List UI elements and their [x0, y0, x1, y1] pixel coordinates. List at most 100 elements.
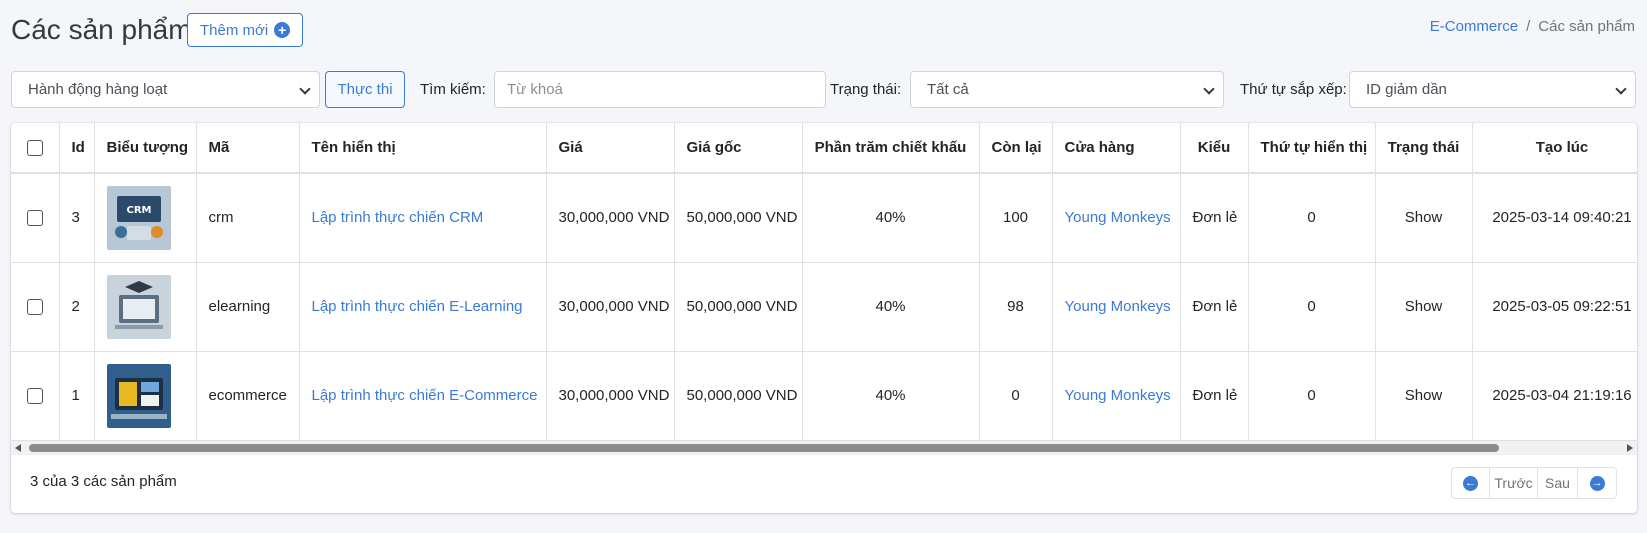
store-link[interactable]: Young Monkeys [1052, 173, 1181, 263]
page-title: Các sản phẩm [11, 14, 192, 45]
breadcrumb-current: Các sản phẩm [1538, 18, 1635, 35]
crm-thumbnail-image[interactable]: CRM [106, 185, 171, 250]
cell-id: 1 [59, 351, 95, 441]
store-link[interactable]: Young Monkeys [1052, 262, 1181, 352]
pagination: ← Trước Sau → [1451, 467, 1617, 499]
cell-discount: 40% [802, 262, 980, 352]
cell-code: elearning [196, 262, 300, 352]
cell-type: Đơn lẻ [1180, 173, 1249, 263]
cell-remaining: 98 [979, 262, 1053, 352]
header-price[interactable]: Giá [546, 123, 675, 174]
cell-icon [94, 351, 197, 441]
next-button[interactable]: Sau [1538, 468, 1578, 498]
execute-button[interactable]: Thực thi [325, 71, 405, 108]
cell-order: 0 [1248, 173, 1376, 263]
ecommerce-thumbnail-image[interactable] [106, 363, 171, 428]
add-new-label: Thêm mới [200, 21, 269, 39]
header-store[interactable]: Cửa hàng [1052, 123, 1181, 174]
status-label: Trạng thái: [830, 81, 902, 98]
header-original-price[interactable]: Giá gốc [674, 123, 803, 174]
products-card: Id Biểu tượng Mã Tên hiển thị Giá Giá gố… [11, 123, 1637, 513]
product-name-link[interactable]: Lập trình thực chiến CRM [299, 173, 547, 263]
table-row: 2 elearning Lập trình thực chiến E-Learn… [11, 262, 1637, 352]
cell-price: 30,000,000 VND [546, 351, 675, 441]
cell-original-price: 50,000,000 VND [674, 351, 803, 441]
header-type[interactable]: Kiểu [1180, 123, 1249, 174]
cell-original-price: 50,000,000 VND [674, 262, 803, 352]
cell-discount: 40% [802, 351, 980, 441]
scroll-right-arrow-icon[interactable] [1627, 444, 1633, 452]
cell-order: 0 [1248, 262, 1376, 352]
plus-circle-icon: + [274, 22, 291, 38]
header-id[interactable]: Id [59, 123, 95, 174]
cell-discount: 40% [802, 173, 980, 263]
select-all-cell [11, 123, 60, 174]
cell-id: 3 [59, 173, 95, 263]
header-remaining[interactable]: Còn lại [979, 123, 1053, 174]
cell-price: 30,000,000 VND [546, 262, 675, 352]
row-select-cell [11, 351, 60, 441]
next-arrow-button[interactable]: → [1578, 468, 1616, 498]
cell-created: 2025-03-14 09:40:21 [1472, 173, 1637, 263]
cell-remaining: 0 [979, 351, 1053, 441]
sort-select-value: ID giảm dần [1366, 81, 1447, 98]
store-link[interactable]: Young Monkeys [1052, 351, 1181, 441]
breadcrumb-ecommerce-link[interactable]: E-Commerce [1429, 18, 1519, 35]
header-created[interactable]: Tạo lúc [1472, 123, 1637, 174]
filter-bar: Hành động hàng loạt Thực thi Tìm kiếm: T… [11, 71, 1636, 109]
bulk-action-value: Hành động hàng loạt [28, 81, 168, 98]
table-header-row: Id Biểu tượng Mã Tên hiển thị Giá Giá gố… [11, 123, 1637, 174]
cell-price: 30,000,000 VND [546, 173, 675, 263]
product-name-link[interactable]: Lập trình thực chiến E-Learning [299, 262, 547, 352]
breadcrumb-separator: / [1526, 18, 1531, 35]
arrow-left-circle-icon: ← [1463, 475, 1478, 491]
prev-button[interactable]: Trước [1490, 468, 1538, 498]
sort-label: Thứ tự sắp xếp: [1240, 81, 1347, 98]
row-checkbox[interactable] [26, 210, 43, 227]
row-checkbox[interactable] [26, 299, 43, 316]
cell-original-price: 50,000,000 VND [674, 173, 803, 263]
cell-created: 2025-03-05 09:22:51 [1472, 262, 1637, 352]
elearning-thumbnail-image[interactable] [106, 274, 171, 339]
header-code[interactable]: Mã [196, 123, 300, 174]
product-name-link[interactable]: Lập trình thực chiến E-Commerce [299, 351, 547, 441]
cell-code: crm [196, 173, 300, 263]
add-new-button[interactable]: Thêm mới + [187, 13, 304, 47]
breadcrumb: E-Commerce / Các sản phẩm [1430, 18, 1635, 35]
cell-code: ecommerce [196, 351, 300, 441]
search-label: Tìm kiếm: [420, 81, 486, 98]
products-table: Id Biểu tượng Mã Tên hiển thị Giá Giá gố… [11, 123, 1637, 441]
cell-order: 0 [1248, 351, 1376, 441]
cell-remaining: 100 [979, 173, 1053, 263]
result-count: 3 của 3 các sản phẩm [30, 473, 177, 490]
row-select-cell [11, 262, 60, 352]
svg-text:CRM: CRM [126, 205, 151, 216]
status-select[interactable]: Tất cả [910, 71, 1224, 108]
search-input[interactable] [494, 71, 826, 108]
row-checkbox[interactable] [26, 388, 43, 405]
arrow-right-circle-icon: → [1589, 475, 1605, 491]
row-select-cell [11, 173, 60, 263]
bulk-action-select[interactable]: Hành động hàng loạt [11, 71, 320, 108]
cell-type: Đơn lẻ [1180, 351, 1249, 441]
cell-status: Show [1375, 173, 1473, 263]
cell-created: 2025-03-04 21:19:16 [1472, 351, 1637, 441]
cell-status: Show [1375, 262, 1473, 352]
cell-status: Show [1375, 351, 1473, 441]
cell-type: Đơn lẻ [1180, 262, 1249, 352]
status-select-value: Tất cả [927, 81, 969, 98]
header-discount[interactable]: Phần trăm chiết khấu [802, 123, 980, 174]
scroll-left-arrow-icon[interactable] [15, 444, 21, 452]
header-name[interactable]: Tên hiển thị [299, 123, 547, 174]
horizontal-scrollbar[interactable] [11, 441, 1637, 455]
table-row: 1 ecommerce Lập trình thực chiến E-Comme… [11, 351, 1637, 441]
scrollbar-thumb[interactable] [29, 444, 1499, 452]
header-icon: Biểu tượng [94, 123, 197, 174]
header-order[interactable]: Thứ tự hiển thị [1248, 123, 1376, 174]
sort-select[interactable]: ID giảm dần [1349, 71, 1636, 108]
cell-icon [94, 262, 197, 352]
select-all-checkbox[interactable] [26, 140, 43, 157]
prev-arrow-button[interactable]: ← [1452, 468, 1490, 498]
header-status[interactable]: Trạng thái [1375, 123, 1473, 174]
cell-icon: CRM [94, 173, 197, 263]
